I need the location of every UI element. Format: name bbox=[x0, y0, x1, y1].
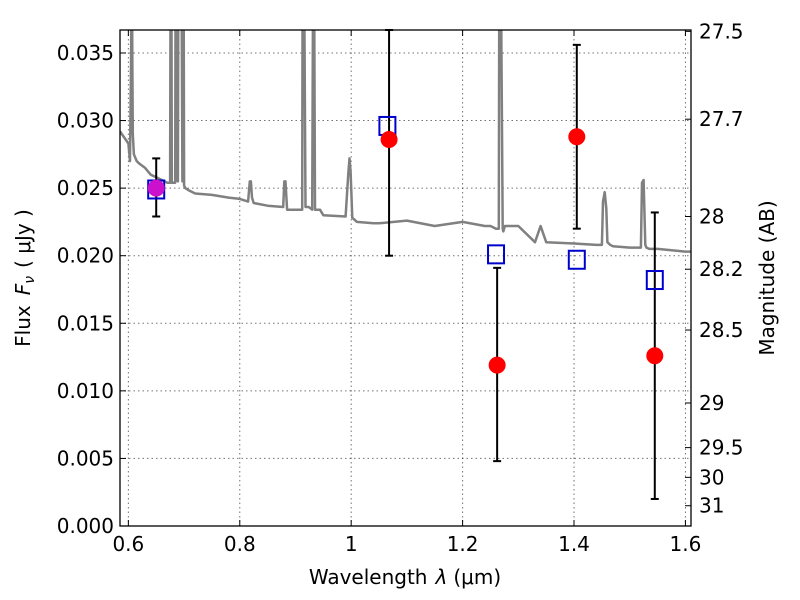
spectrum-line bbox=[120, 30, 691, 253]
magnitude-tick-label: 31 bbox=[699, 494, 724, 518]
observed-point-marker bbox=[147, 179, 165, 197]
error-bars bbox=[152, 29, 659, 500]
x-tick-label: 0.8 bbox=[224, 532, 256, 556]
y-tick-label: 0.025 bbox=[57, 176, 114, 200]
magnitude-tick-label: 27.5 bbox=[699, 19, 744, 43]
y2-axis-label: Magnitude (AB) bbox=[755, 200, 779, 355]
magnitude-tick-label: 29.5 bbox=[699, 436, 744, 460]
x-axis-label-text: Wavelength bbox=[309, 565, 428, 589]
observed-point-marker bbox=[568, 128, 586, 146]
y-tick-label: 0.005 bbox=[57, 446, 114, 470]
x-tick-label: 0.6 bbox=[112, 532, 144, 556]
y-axis-label-symbol: F bbox=[11, 283, 35, 295]
x-axis-ticks: 0.6 0.8 1 1.2 1.4 1.6 bbox=[112, 30, 701, 556]
model-point-marker bbox=[645, 270, 664, 291]
magnitude-tick-label: 28.2 bbox=[699, 257, 744, 281]
y-tick-label: 0.030 bbox=[57, 109, 114, 133]
magnitude-axis-ticks: 27.5 27.7 28 28.2 28.5 29 29.5 30 31 bbox=[685, 19, 744, 518]
magnitude-tick-label: 27.7 bbox=[699, 107, 744, 131]
spectrum-series bbox=[120, 30, 691, 253]
x-axis-label-symbol: λ bbox=[435, 565, 448, 589]
y-axis-label-unit: ( μJy ) bbox=[11, 209, 35, 268]
y-tick-label: 0.015 bbox=[57, 311, 114, 335]
magnitude-tick-label: 30 bbox=[699, 465, 724, 489]
magnitude-tick-label: 28 bbox=[699, 205, 724, 229]
x-axis-label-unit: (μm) bbox=[453, 565, 501, 589]
observed-point-marker bbox=[646, 347, 664, 365]
observed-points bbox=[147, 128, 664, 374]
magnitude-tick-label: 29 bbox=[699, 391, 724, 415]
grid bbox=[120, 30, 691, 527]
y-axis-label-text: Flux bbox=[11, 305, 35, 347]
model-point-marker bbox=[487, 244, 506, 265]
magnitude-tick-label: 28.5 bbox=[699, 318, 744, 342]
model-point-marker bbox=[567, 249, 586, 270]
x-tick-label: 1.6 bbox=[670, 532, 702, 556]
x-axis-label: Wavelength λ (μm) bbox=[309, 565, 501, 589]
plot-frame bbox=[119, 29, 692, 527]
y-axis-label: Flux Fν ( μJy ) bbox=[11, 209, 38, 347]
observed-point-marker bbox=[488, 356, 506, 374]
y-tick-label: 0.035 bbox=[57, 41, 114, 65]
y-tick-label: 0.010 bbox=[57, 379, 114, 403]
x-tick-label: 1.2 bbox=[447, 532, 479, 556]
y-axis-ticks: 0.000 0.005 0.010 0.015 0.020 0.025 0.030 0.035 bbox=[57, 41, 126, 538]
y-tick-label: 0.000 bbox=[57, 514, 114, 538]
x-tick-label: 1.4 bbox=[558, 532, 590, 556]
x-tick-label: 1 bbox=[345, 532, 358, 556]
y-axis-label-subscript: ν bbox=[22, 276, 38, 284]
observed-point-marker bbox=[380, 130, 398, 148]
y-tick-label: 0.020 bbox=[57, 244, 114, 268]
model-points bbox=[147, 115, 664, 291]
